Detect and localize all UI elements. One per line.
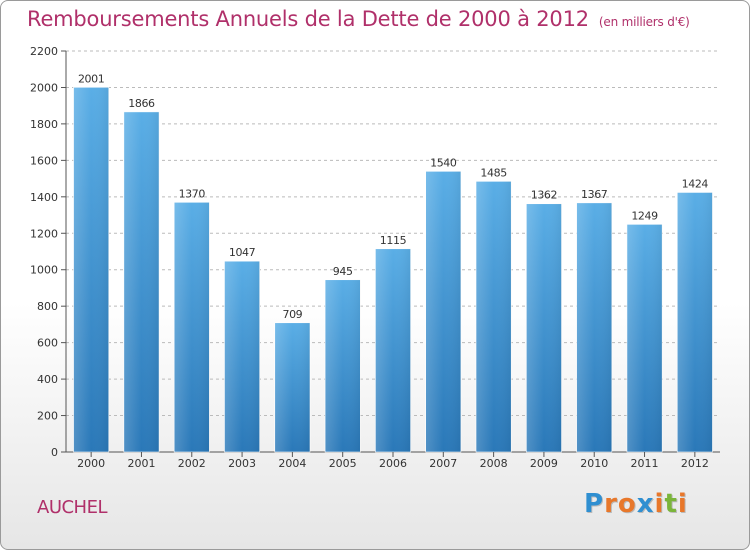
data-label: 1047 (229, 246, 256, 259)
bar-shine (576, 202, 612, 452)
data-label: 1540 (430, 156, 457, 169)
y-tick-label: 1600 (30, 154, 58, 167)
data-label: 2001 (78, 72, 104, 85)
bar-shine (224, 261, 260, 452)
y-tick-label: 600 (37, 337, 58, 350)
bar-shine (274, 322, 310, 452)
data-label: 1115 (380, 234, 407, 247)
bar-shine (626, 224, 663, 452)
bar-shine (375, 248, 411, 452)
bar-shine (677, 192, 713, 452)
x-tick-label: 2005 (329, 457, 357, 470)
x-tick-label: 2010 (580, 457, 608, 470)
data-label: 1424 (682, 177, 709, 190)
title-text: Remboursements Annuels de la Dette de 20… (27, 7, 589, 31)
y-tick-label: 400 (37, 373, 58, 386)
y-tick-label: 1800 (30, 118, 58, 131)
y-tick-label: 2200 (30, 45, 58, 58)
x-tick-label: 2000 (77, 457, 105, 470)
y-tick-label: 800 (37, 300, 58, 313)
y-tick-label: 0 (51, 446, 58, 459)
data-label: 1249 (631, 209, 658, 222)
x-tick-label: 2012 (681, 457, 709, 470)
x-tick-label: 2007 (429, 457, 457, 470)
logo-letter: i (654, 489, 665, 519)
data-label: 709 (282, 308, 302, 321)
data-label: 1362 (531, 189, 557, 202)
y-tick-label: 2000 (30, 81, 58, 94)
y-tick-label: 1000 (30, 264, 58, 277)
chart-title: Remboursements Annuels de la Dette de 20… (27, 7, 690, 31)
logo-letter: i (677, 489, 688, 519)
bar-shine (123, 111, 160, 452)
y-tick-label: 200 (37, 410, 58, 423)
x-tick-label: 2008 (480, 457, 508, 470)
logo-letter: x (636, 489, 655, 519)
bar-shine (425, 171, 461, 453)
logo-letter: o (617, 489, 637, 519)
logo-letter: P (584, 489, 605, 519)
logo-letter: t (664, 489, 678, 519)
y-tick-label: 1200 (30, 227, 58, 240)
data-label: 1367 (581, 188, 608, 201)
x-tick-label: 2011 (631, 457, 659, 470)
data-label: 1866 (128, 97, 155, 110)
proxiti-logo: Proxiti (584, 489, 688, 519)
bar-shine (476, 181, 512, 452)
x-tick-label: 2001 (127, 457, 155, 470)
data-label: 1370 (179, 187, 206, 200)
commune-name: AUCHEL (37, 497, 108, 518)
x-tick-label: 2003 (228, 457, 256, 470)
x-tick-label: 2009 (530, 457, 558, 470)
bar-shine (73, 87, 109, 452)
logo-letter: r (604, 489, 618, 519)
unit-label: (en milliers d'€) (598, 15, 690, 29)
x-tick-label: 2004 (278, 457, 306, 470)
x-tick-label: 2002 (178, 457, 206, 470)
bar-shine (174, 202, 210, 452)
y-tick-label: 1400 (30, 191, 58, 204)
data-label: 945 (333, 265, 353, 278)
bar-shine (526, 203, 562, 452)
data-label: 1485 (480, 166, 507, 179)
x-tick-label: 2006 (379, 457, 407, 470)
bar-shine (325, 279, 361, 452)
